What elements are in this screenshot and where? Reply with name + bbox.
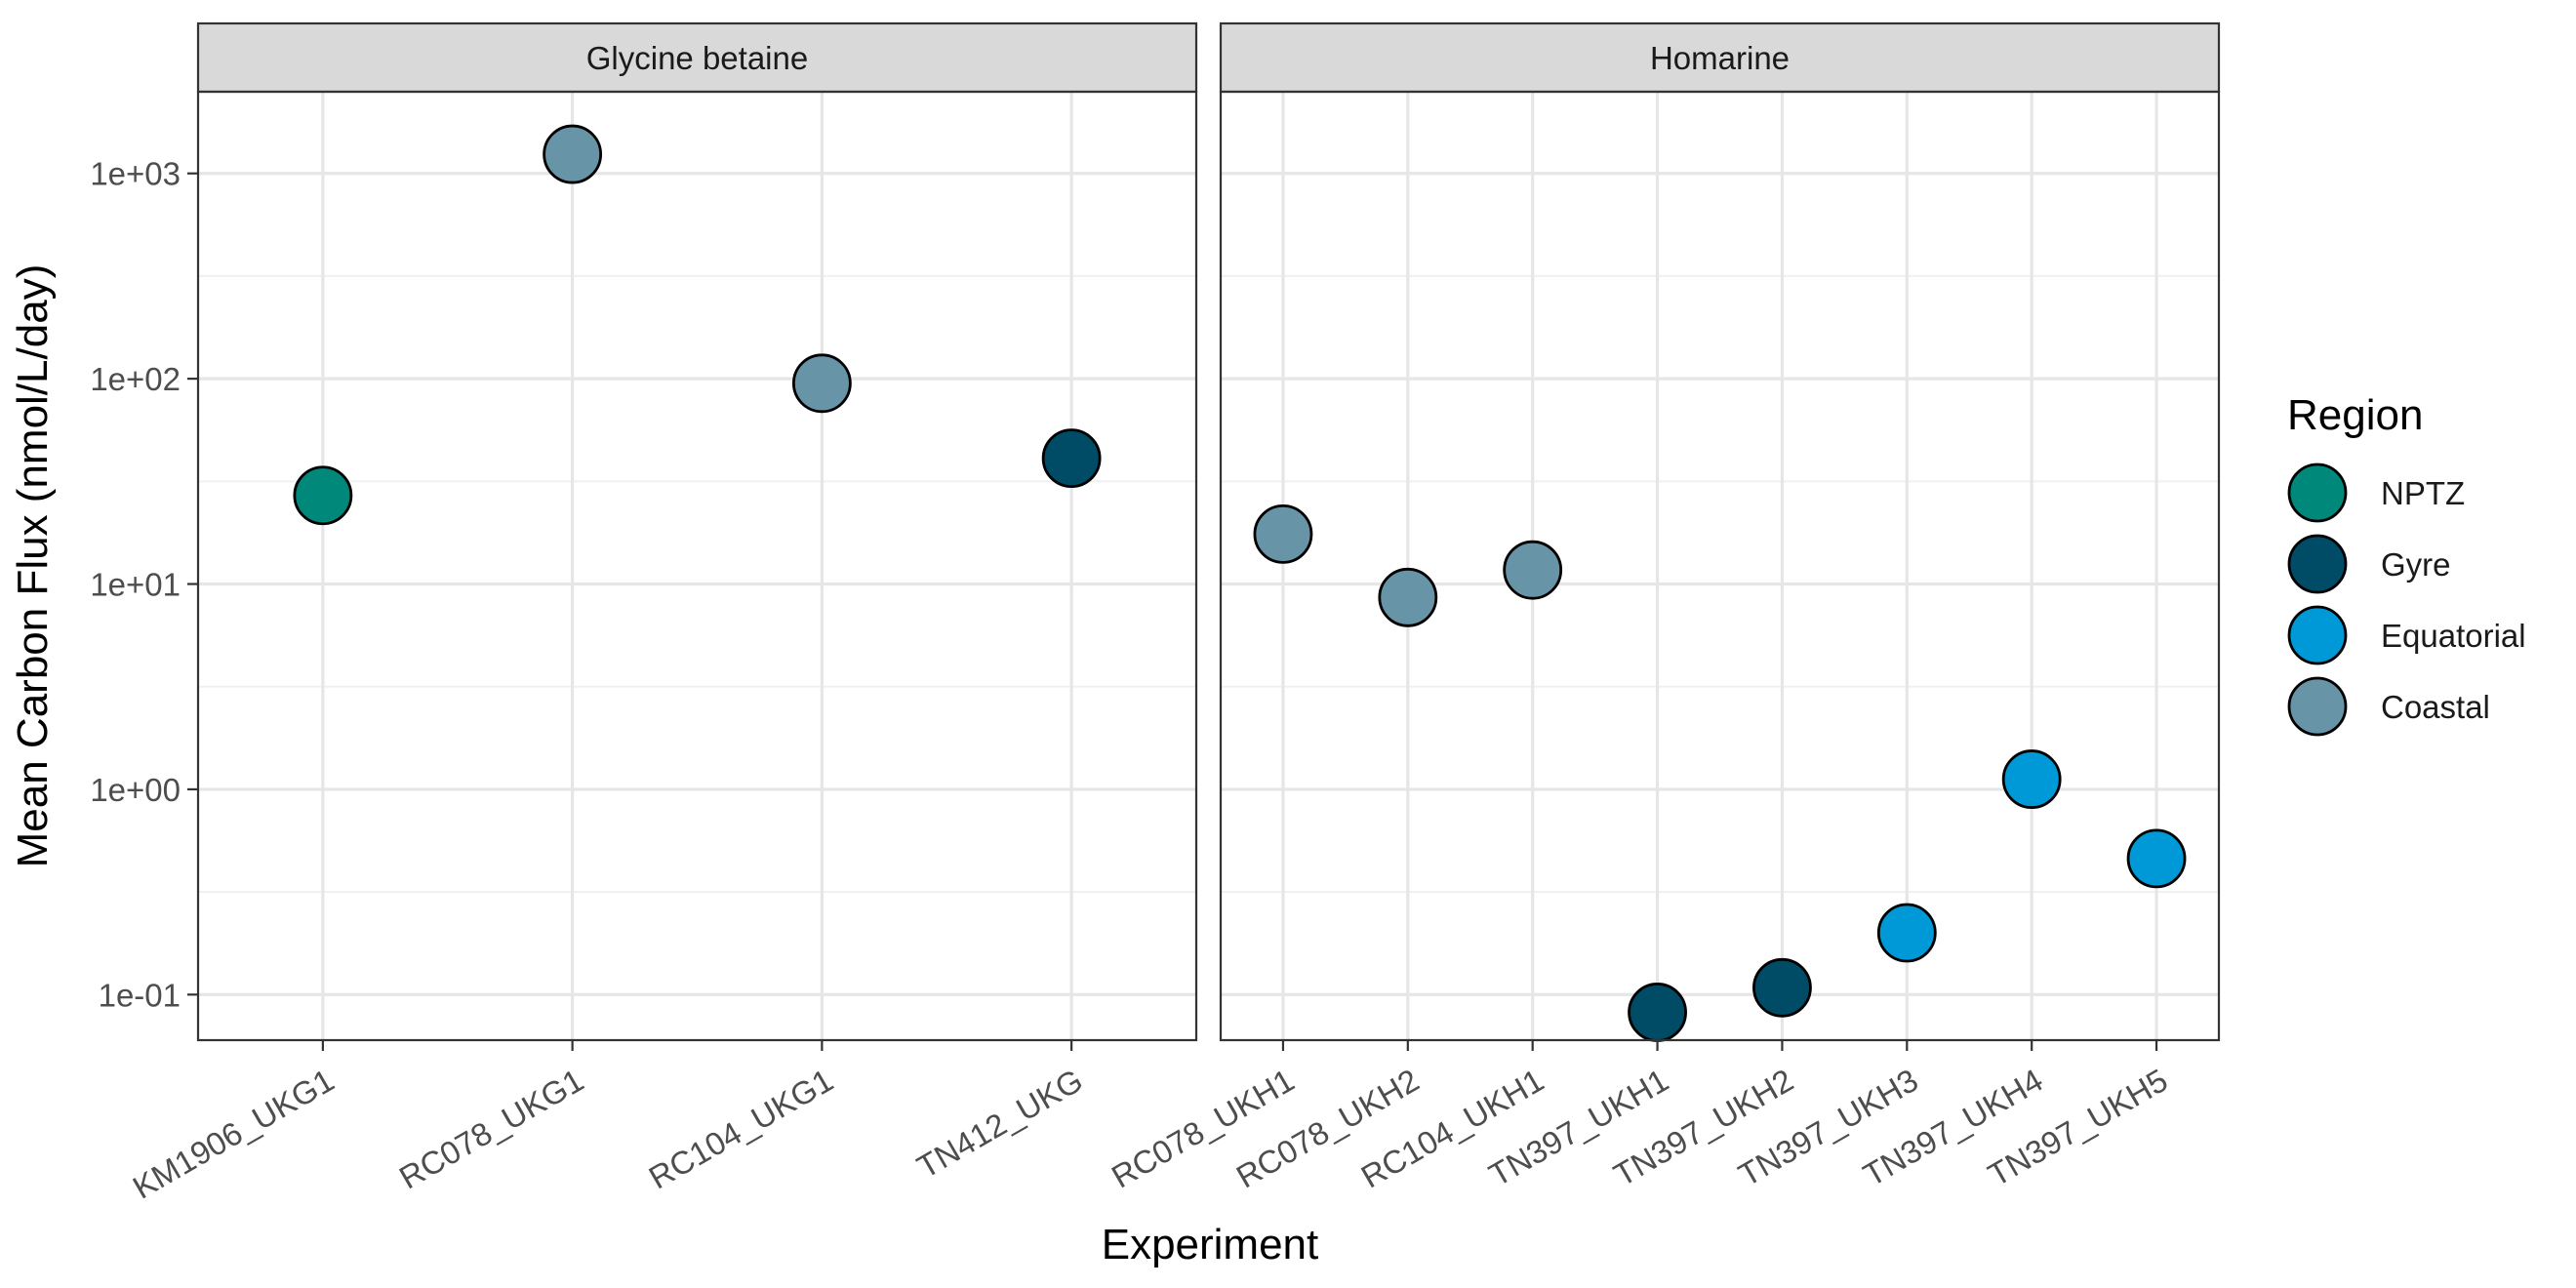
panel-border: [196, 90, 1198, 1042]
legend-key: [2287, 463, 2348, 523]
data-point: [2126, 828, 2187, 889]
facet-strip: [196, 21, 1198, 94]
facet-panel: HomarineRC078_UKH1RC078_UKH2RC104_UKH1TN…: [1106, 21, 2221, 1195]
facet-strip-title: Homarine: [1650, 40, 1790, 76]
x-axis-title: Experiment: [1102, 1221, 1319, 1268]
y-tick-label: 1e+00: [90, 772, 181, 808]
data-point: [293, 465, 353, 526]
data-point: [1041, 428, 1102, 488]
legend-label: NPTZ: [2381, 475, 2465, 511]
y-tick-label: 1e+01: [90, 567, 181, 603]
data-point: [2001, 749, 2062, 809]
data-point: [543, 124, 603, 184]
y-tick-label: 1e+03: [90, 156, 181, 192]
panel-background: [198, 92, 1196, 1040]
x-tick-label: RC104_UKG1: [643, 1062, 839, 1196]
x-tick-label: RC078_UKG1: [393, 1062, 589, 1196]
panel-background: [1221, 92, 2219, 1040]
y-tick-label: 1e+02: [90, 361, 181, 397]
data-point: [1378, 567, 1438, 627]
y-axis-title: Mean Carbon Flux (nmol/L/day): [9, 264, 57, 868]
legend-key: [2287, 605, 2348, 665]
legend-label: Coastal: [2381, 689, 2490, 725]
panel-border: [1219, 90, 2221, 1042]
legend: Region NPTZ Gyre Equatorial Coastal: [2287, 391, 2526, 737]
legend-key: [2287, 676, 2348, 737]
legend-title: Region: [2287, 391, 2423, 439]
y-axis: 1e-01 1e+00 1e+01 1e+02 1e+03: [90, 156, 198, 1013]
x-tick-label: TN412_UKG: [911, 1062, 1089, 1186]
data-point: [1876, 903, 1937, 963]
data-point: [791, 353, 852, 414]
data-point: [1503, 540, 1563, 600]
legend-label: Gyre: [2381, 546, 2451, 583]
data-point: [1253, 503, 1313, 564]
x-tick-label: KM1906_UKG1: [127, 1062, 341, 1206]
facet-panel: Glycine betaine KM1906_UKG1 RC078_UKG1 RC10…: [127, 21, 1198, 1206]
panels-layer: Glycine betaine KM1906_UKG1 RC078_UKG1 RC10…: [127, 21, 2221, 1206]
facet-strip-title: Glycine betaine: [586, 40, 808, 76]
legend-label: Equatorial: [2381, 618, 2526, 654]
data-point: [1752, 957, 1812, 1018]
legend-key: [2287, 534, 2348, 594]
facet-strip: [1219, 21, 2221, 94]
data-point: [1628, 983, 1687, 1042]
y-tick-label: 1e-01: [99, 977, 181, 1013]
